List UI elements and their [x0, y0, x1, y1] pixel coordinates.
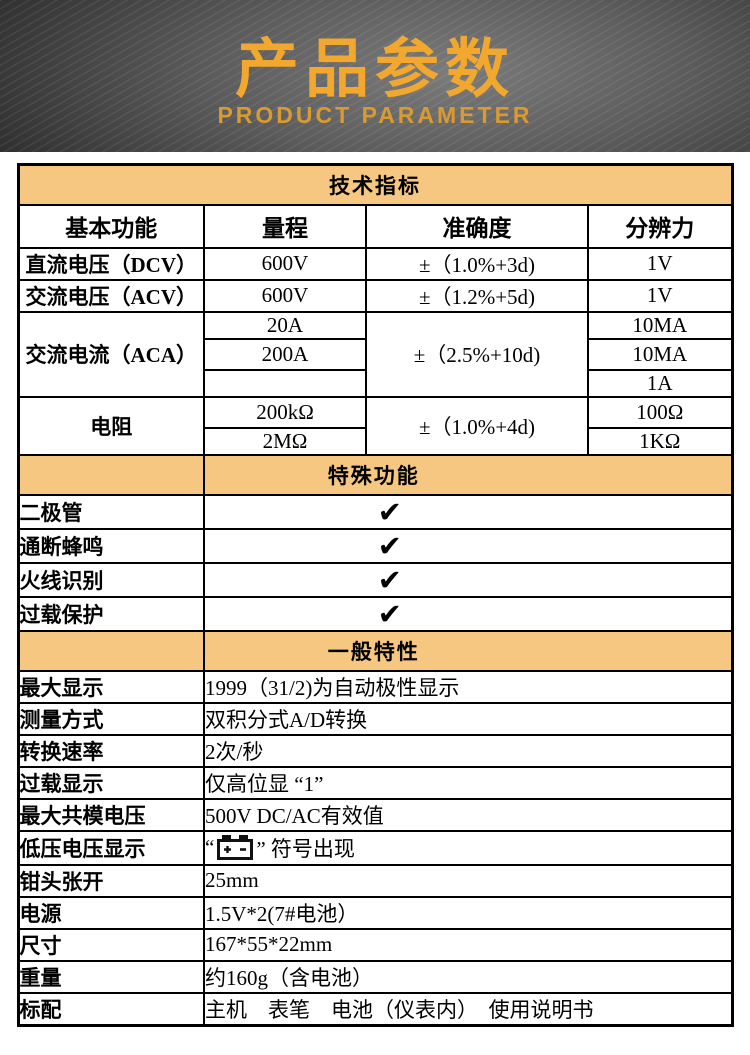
- special-item-overload: 过载保护: [17, 595, 205, 632]
- aca-resolution-2: 10MA: [587, 337, 733, 371]
- aca-label: 交流电流（ACA）: [17, 310, 205, 398]
- aca-accuracy: ±（2.5%+10d): [365, 310, 589, 398]
- spec-table: 技术指标 基本功能 量程 准确度 分辨力 直流电压（DCV） 600V ±（1.…: [16, 163, 734, 1027]
- resistance-label: 电阻: [17, 395, 205, 456]
- special-value-live-wire: ✔: [203, 561, 733, 598]
- general-label-weight: 重量: [17, 959, 205, 994]
- table-row: 1A: [18, 368, 733, 398]
- battery-icon: [217, 835, 254, 860]
- general-value-measure-method: 双积分式A/D转换: [203, 701, 733, 736]
- general-value-low-voltage-display: “ ” 符号出现: [203, 829, 733, 866]
- page-subtitle: PRODUCT PARAMETER: [217, 102, 533, 128]
- general-label-overload-display: 过载显示: [17, 765, 205, 800]
- general-label-dimensions: 尺寸: [17, 927, 205, 962]
- special-value-overload: ✔: [203, 595, 733, 632]
- table-row: 重量 约160g（含电池）: [17, 959, 733, 994]
- table-row: 200A 10MA: [18, 337, 733, 371]
- aca-resolution-1: 10MA: [587, 310, 733, 340]
- table-row: 电源 1.5V*2(7#电池）: [17, 895, 733, 930]
- acv-accuracy: ±（1.2%+5d): [365, 278, 589, 313]
- check-icon: ✔: [377, 596, 402, 631]
- table-row: 低压电压显示 “ ” 符号出现: [17, 829, 733, 866]
- special-item-diode: 二极管: [17, 493, 205, 530]
- resistance-range-1: 200kΩ: [203, 395, 367, 429]
- general-value-max-display: 1999（31/2)为自动极性显示: [203, 669, 733, 704]
- table-row: 测量方式 双积分式A/D转换: [17, 701, 733, 736]
- table-row: 通断蜂鸣 ✔: [17, 527, 733, 564]
- dcv-accuracy: ±（1.0%+3d): [365, 246, 589, 281]
- table-row: 标配 主机 表笔 电池（仪表内） 使用说明书: [17, 991, 733, 1026]
- col-header-function: 基本功能: [17, 203, 205, 249]
- dcv-range: 600V: [203, 246, 367, 281]
- general-value-power: 1.5V*2(7#电池）: [203, 895, 733, 930]
- table-row: 过载显示 仅高位显 “1”: [17, 765, 733, 800]
- general-value-weight: 约160g（含电池）: [203, 959, 733, 994]
- col-header-accuracy: 准确度: [365, 203, 589, 249]
- general-label-jaw-opening: 钳头张开: [17, 863, 205, 898]
- aca-resolution-3: 1A: [587, 368, 733, 398]
- section-title-general-spacer: [17, 629, 205, 672]
- general-label-max-display: 最大显示: [17, 669, 205, 704]
- table-row: 二极管 ✔: [17, 493, 733, 530]
- table-row: 过载保护 ✔: [17, 595, 733, 632]
- general-value-common-mode-voltage: 500V DC/AC有效值: [203, 797, 733, 832]
- table-row: 最大显示 1999（31/2)为自动极性显示: [17, 669, 733, 704]
- section-title-special: 特殊功能: [203, 453, 733, 496]
- section-title-general: 一般特性: [203, 629, 733, 672]
- check-icon: ✔: [377, 494, 402, 529]
- table-row: 直流电压（DCV） 600V ±（1.0%+3d) 1V: [17, 246, 733, 281]
- aca-range-2: 200A: [203, 337, 367, 371]
- table-row: 最大共模电压 500V DC/AC有效值: [17, 797, 733, 832]
- table-row: 电阻 200kΩ ±（1.0%+4d) 100Ω: [17, 395, 733, 456]
- general-label-measure-method: 测量方式: [17, 701, 205, 736]
- special-value-continuity: ✔: [203, 527, 733, 564]
- table-row: 交流电流（ACA） 20A ±（2.5%+10d) 10MA: [17, 310, 733, 398]
- col-header-resolution: 分辨力: [587, 203, 733, 249]
- resistance-accuracy: ±（1.0%+4d): [365, 395, 589, 456]
- table-row: 2MΩ 1KΩ: [18, 426, 733, 456]
- acv-label: 交流电压（ACV）: [17, 278, 205, 313]
- general-label-common-mode-voltage: 最大共模电压: [17, 797, 205, 832]
- table-row: 交流电压（ACV） 600V ±（1.2%+5d) 1V: [17, 278, 733, 313]
- check-icon: ✔: [377, 562, 402, 597]
- general-label-power: 电源: [17, 895, 205, 930]
- aca-range-1: 20A: [203, 310, 367, 340]
- special-value-diode: ✔: [203, 493, 733, 530]
- general-value-conversion-rate: 2次/秒: [203, 733, 733, 768]
- acv-range: 600V: [203, 278, 367, 313]
- special-item-live-wire: 火线识别: [17, 561, 205, 598]
- general-value-dimensions: 167*55*22mm: [203, 927, 733, 962]
- table-row: 尺寸 167*55*22mm: [17, 927, 733, 962]
- col-header-range: 量程: [203, 203, 367, 249]
- general-value-overload-display: 仅高位显 “1”: [203, 765, 733, 800]
- general-label-low-voltage-display: 低压电压显示: [17, 829, 205, 866]
- general-value-jaw-opening: 25mm: [203, 863, 733, 898]
- resistance-resolution-2: 1KΩ: [587, 426, 733, 456]
- table-row: 转换速率 2次/秒: [17, 733, 733, 768]
- resistance-range-2: 2MΩ: [203, 426, 367, 456]
- aca-range-3: [203, 368, 367, 398]
- section-title-tech: 技术指标: [17, 163, 733, 206]
- banner: 产品参数 PRODUCT PARAMETER: [0, 0, 750, 152]
- resistance-resolution-1: 100Ω: [587, 395, 733, 429]
- table-row: 火线识别 ✔: [17, 561, 733, 598]
- general-value-standard-accessories: 主机 表笔 电池（仪表内） 使用说明书: [203, 991, 733, 1026]
- check-icon: ✔: [377, 528, 402, 563]
- table-row: 钳头张开 25mm: [17, 863, 733, 898]
- section-title-special-spacer: [17, 453, 205, 496]
- general-label-standard-accessories: 标配: [17, 991, 205, 1026]
- dcv-resolution: 1V: [587, 246, 733, 281]
- dcv-label: 直流电压（DCV）: [17, 246, 205, 281]
- general-label-conversion-rate: 转换速率: [17, 733, 205, 768]
- acv-resolution: 1V: [587, 278, 733, 313]
- special-item-continuity: 通断蜂鸣: [17, 527, 205, 564]
- page-title: 产品参数: [235, 33, 515, 105]
